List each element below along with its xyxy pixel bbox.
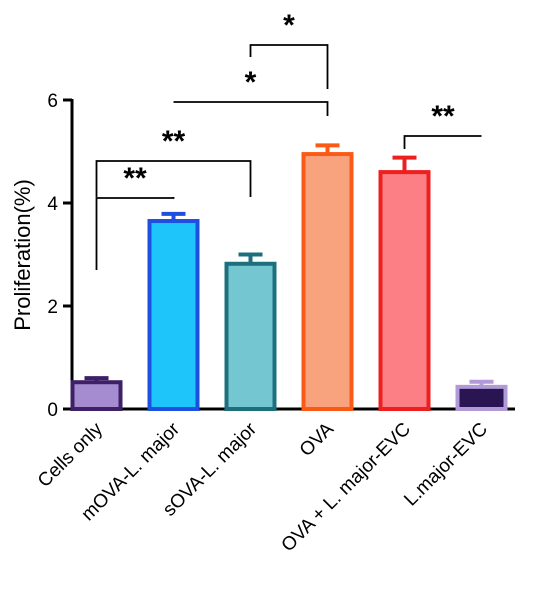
y-tick-label: 0 [47, 400, 58, 421]
significance-bracket [403, 135, 482, 149]
bar [147, 219, 200, 411]
y-ticks: 0 2 4 6 [47, 91, 72, 421]
significance-bracket [95, 160, 252, 197]
y-tick-label: 2 [47, 297, 58, 318]
significance-label: * [245, 66, 257, 99]
significance-bracket [95, 197, 175, 270]
bars [70, 143, 508, 412]
significance-label: * [283, 9, 295, 42]
x-tick-label: L.major-EVC [400, 419, 492, 511]
axes [70, 99, 515, 411]
bar [301, 152, 354, 411]
x-tick-label: OVA + L. major-EVC [278, 419, 415, 556]
bar [455, 384, 508, 412]
y-tick-label: 4 [47, 194, 58, 215]
y-tick-label: 6 [47, 91, 58, 112]
x-tick-label: OVA [296, 418, 338, 460]
significance-label: ** [123, 162, 147, 195]
significance-label: ** [162, 125, 186, 158]
significance-bracket [173, 101, 329, 116]
y-axis-label: Proliferation(%) [10, 179, 35, 331]
bar [224, 261, 277, 411]
significance-brackets: ******** [95, 9, 482, 270]
x-tick-label: Cells only [34, 418, 107, 491]
bar [378, 170, 431, 411]
significance-label: ** [431, 100, 455, 133]
bar [70, 380, 123, 412]
significance-bracket [249, 44, 329, 89]
